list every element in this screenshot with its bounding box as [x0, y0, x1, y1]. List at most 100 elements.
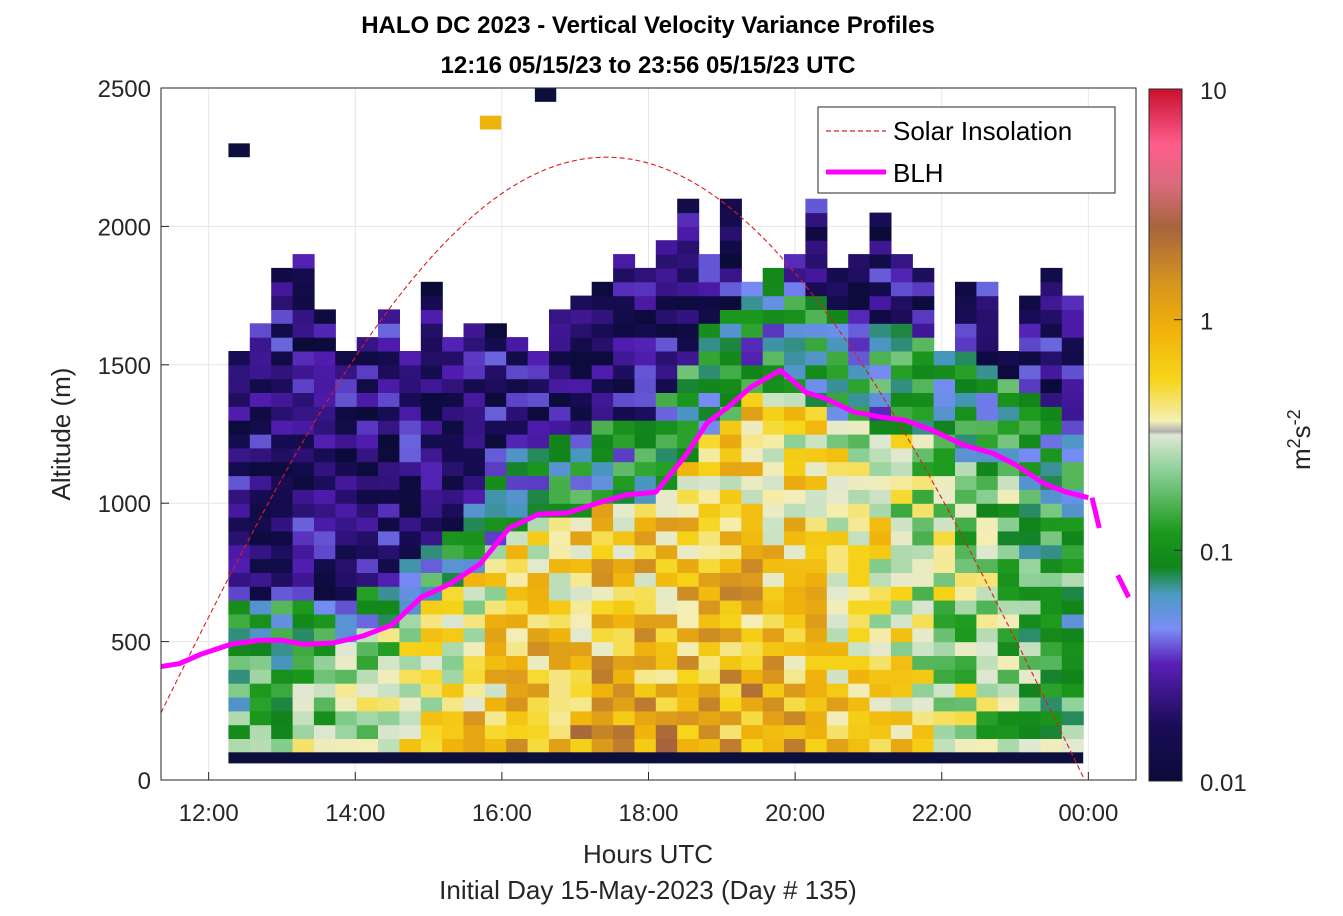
heatmap-cell — [570, 309, 593, 324]
heatmap-cell — [890, 475, 913, 490]
heatmap-cell — [677, 475, 700, 490]
heatmap-cell — [890, 517, 913, 532]
heatmap-cell — [677, 572, 700, 587]
heatmap-cell — [933, 627, 956, 643]
heatmap-cell — [741, 530, 764, 546]
heatmap-cell — [249, 600, 272, 615]
heatmap-cell — [613, 669, 636, 684]
heatmap-cell — [228, 392, 251, 407]
heatmap-cell — [955, 337, 977, 352]
heatmap-cell — [313, 710, 336, 726]
heatmap-cell — [335, 710, 358, 726]
heatmap-cell — [933, 544, 956, 560]
heatmap-cell — [762, 378, 785, 393]
heatmap-cell — [506, 489, 529, 504]
heatmap-cell — [869, 212, 892, 227]
heatmap-cell — [442, 337, 465, 352]
heatmap-cell — [677, 683, 700, 698]
heatmap-cell — [527, 420, 550, 435]
heatmap-cell — [399, 544, 422, 560]
heatmap-cell — [549, 420, 571, 435]
heatmap-cell — [933, 586, 956, 601]
heatmap-cell — [356, 351, 379, 366]
heatmap-cell — [1019, 669, 1042, 684]
heatmap-cell — [634, 309, 657, 324]
heatmap-cell — [677, 392, 700, 407]
heatmap-cell — [442, 627, 465, 643]
heatmap-cell — [655, 530, 678, 546]
heatmap-cell — [271, 683, 294, 698]
heatmap-cell — [292, 323, 315, 338]
heatmap-cell — [399, 655, 422, 670]
heatmap-cell — [1040, 364, 1063, 380]
heatmap-cell — [335, 669, 358, 684]
heatmap-cell — [249, 669, 272, 684]
heatmap-cell — [719, 738, 742, 753]
heatmap-cell — [912, 392, 935, 407]
heatmap-cell — [313, 655, 336, 670]
heatmap-cell — [442, 600, 465, 615]
heatmap-cell — [292, 627, 315, 643]
heatmap-cell — [784, 641, 806, 656]
heatmap-cell — [634, 544, 657, 560]
heatmap-cell — [1040, 517, 1063, 532]
heatmap-cell — [890, 323, 913, 338]
heatmap-cell — [719, 226, 742, 241]
heatmap-cell — [848, 420, 871, 435]
heatmap-cell — [655, 558, 678, 573]
heatmap-cell — [399, 572, 422, 587]
heatmap-cell — [805, 461, 828, 477]
heatmap-cell — [271, 337, 294, 352]
heatmap-cell — [784, 323, 806, 338]
heatmap-cell — [912, 461, 935, 477]
heatmap-cell — [378, 738, 400, 753]
heatmap-cell — [890, 254, 913, 269]
heatmap-cell — [613, 600, 636, 615]
heatmap-cell — [826, 309, 849, 324]
heatmap-cell — [762, 710, 785, 726]
heatmap-cell — [890, 351, 913, 366]
x-tick-label: 20:00 — [765, 800, 825, 827]
heatmap-cell — [955, 475, 977, 490]
heatmap-cell — [442, 364, 465, 380]
heatmap-cell — [591, 281, 614, 297]
heatmap-cell — [1061, 613, 1084, 629]
heatmap-cell — [527, 364, 550, 380]
heatmap-cell — [762, 572, 785, 587]
heatmap-cell — [1040, 281, 1063, 297]
heatmap-cell — [826, 447, 849, 463]
heatmap-cell — [826, 669, 849, 684]
heatmap-cell — [570, 364, 593, 380]
heatmap-cell — [698, 503, 721, 518]
heatmap-cell — [1019, 613, 1042, 629]
heatmap-cell — [549, 351, 571, 366]
heatmap-cell — [356, 503, 379, 518]
heatmap-cell — [484, 669, 507, 684]
heatmap-cell — [890, 364, 913, 380]
heatmap-cell — [677, 323, 700, 338]
heatmap-cell — [549, 530, 571, 546]
heatmap-cell — [912, 738, 935, 753]
heatmap-cell — [591, 447, 614, 463]
heatmap-cell — [976, 351, 999, 366]
heatmap-cell — [869, 267, 892, 283]
x-tick-label: 00:00 — [1058, 800, 1118, 827]
heatmap-cell — [784, 627, 806, 643]
heatmap-cell — [1019, 364, 1042, 380]
heatmap-cell — [506, 586, 529, 601]
heatmap-cell — [912, 710, 935, 726]
heatmap-cell — [506, 738, 529, 753]
heatmap-cell — [570, 655, 593, 670]
heatmap-cell — [634, 655, 657, 670]
heatmap-cell — [228, 669, 251, 684]
heatmap-cell — [420, 530, 443, 546]
heatmap-cell — [805, 724, 828, 739]
heatmap-cell — [313, 420, 336, 435]
heatmap-cell — [869, 530, 892, 546]
heatmap-cell — [976, 600, 999, 615]
heatmap-cell — [356, 655, 379, 670]
heatmap-cell — [826, 627, 849, 643]
heatmap-cell — [805, 226, 828, 241]
heatmap-cell — [1019, 503, 1042, 518]
heatmap-cell — [912, 530, 935, 546]
